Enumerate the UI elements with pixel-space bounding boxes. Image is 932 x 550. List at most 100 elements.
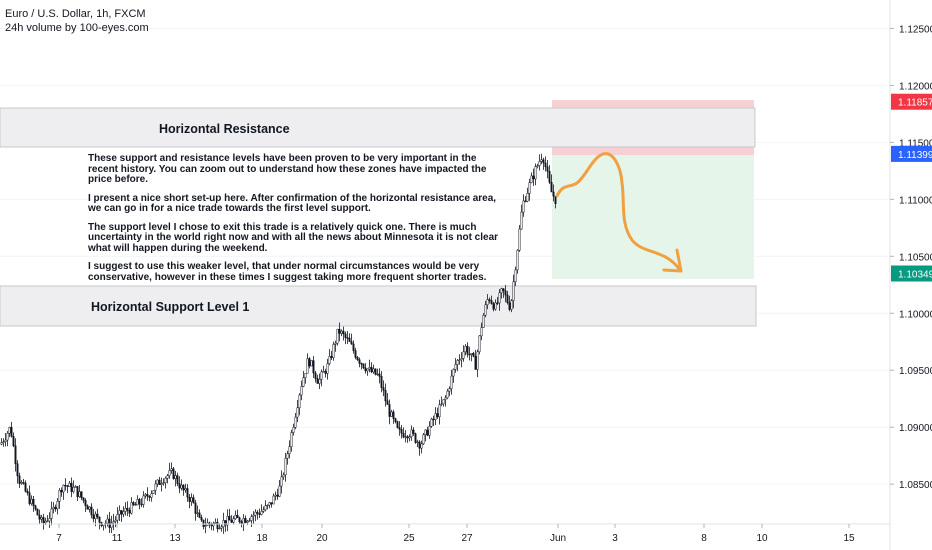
candle[interactable] [392,409,395,424]
candle[interactable] [546,160,549,179]
candle[interactable] [122,506,125,518]
candle[interactable] [502,288,505,298]
candle[interactable] [498,288,501,311]
candle[interactable] [410,425,413,441]
candle[interactable] [66,484,69,493]
candle[interactable] [214,518,217,525]
candle[interactable] [140,498,143,507]
candle[interactable] [64,478,67,491]
candle[interactable] [248,517,251,522]
candle[interactable] [126,501,129,517]
candle[interactable] [436,407,439,420]
candle[interactable] [236,509,239,518]
candle[interactable] [160,477,163,492]
candle[interactable] [276,488,279,500]
candle[interactable] [400,425,403,439]
candle[interactable] [98,516,101,530]
candle[interactable] [84,498,87,513]
candle[interactable] [364,363,367,374]
candle[interactable] [190,493,193,506]
candle[interactable] [534,163,537,186]
candle[interactable] [470,352,473,362]
candle[interactable] [80,491,83,501]
candle[interactable] [114,516,117,528]
candle[interactable] [552,184,555,202]
candle[interactable] [188,494,191,509]
candle[interactable] [516,249,519,274]
candle[interactable] [358,357,361,368]
candle[interactable] [354,347,357,360]
candle[interactable] [178,476,181,494]
candle[interactable] [406,435,409,443]
candle[interactable] [444,395,447,407]
candle[interactable] [320,369,323,387]
candle[interactable] [242,514,245,531]
candle[interactable] [42,513,45,530]
candle[interactable] [384,383,387,407]
candle[interactable] [46,515,49,523]
candle[interactable] [418,440,421,456]
candle[interactable] [70,477,73,498]
candle[interactable] [48,512,51,528]
candle[interactable] [340,329,343,337]
candle[interactable] [156,479,159,488]
candle[interactable] [438,399,441,425]
candle[interactable] [272,493,275,505]
candle[interactable] [102,523,105,531]
candle[interactable] [446,388,449,400]
candle[interactable] [506,290,509,305]
candle[interactable] [496,297,499,306]
candle[interactable] [172,467,175,480]
candle[interactable] [296,399,299,423]
candle[interactable] [154,480,157,495]
candle[interactable] [414,432,417,444]
candle[interactable] [342,326,345,341]
candle[interactable] [96,508,99,520]
candle[interactable] [486,294,489,310]
candle[interactable] [28,485,31,506]
price-badge[interactable]: 1.11399 [891,145,932,162]
candle[interactable] [362,363,365,370]
candle[interactable] [458,354,461,365]
candle[interactable] [208,521,211,529]
candle[interactable] [174,470,177,487]
candle[interactable] [206,518,209,526]
candle[interactable] [528,178,531,201]
candle[interactable] [422,433,425,445]
price-badge[interactable]: 1.10349 [891,265,932,282]
candle[interactable] [18,472,21,488]
candle[interactable] [530,172,533,184]
candle[interactable] [124,502,127,516]
candle[interactable] [78,484,81,498]
symbol-title[interactable]: Euro / U.S. Dollar, 1h, FXCM [5,8,146,20]
candle[interactable] [308,357,311,369]
candle[interactable] [228,508,231,521]
candle[interactable] [26,488,29,496]
candle[interactable] [448,386,451,397]
candle[interactable] [164,476,167,489]
candle[interactable] [136,495,139,506]
candle[interactable] [544,156,547,172]
candle[interactable] [288,440,291,459]
candle[interactable] [88,506,91,513]
candle[interactable] [146,487,149,501]
candle[interactable] [250,514,253,528]
candle[interactable] [390,409,393,417]
reward-zone[interactable] [552,155,754,279]
candle[interactable] [322,365,325,373]
candle[interactable] [554,195,557,209]
candle[interactable] [478,335,481,355]
candle[interactable] [490,295,493,305]
candle[interactable] [408,434,411,442]
candle[interactable] [74,485,77,488]
candle[interactable] [504,285,507,303]
candle[interactable] [150,490,153,502]
candle[interactable] [424,429,427,442]
candle[interactable] [412,427,415,436]
candle[interactable] [142,491,145,508]
candle[interactable] [108,511,111,533]
resistance-zone[interactable] [0,107,756,148]
candle[interactable] [232,515,235,525]
candle[interactable] [82,497,85,504]
candle[interactable] [196,505,199,518]
